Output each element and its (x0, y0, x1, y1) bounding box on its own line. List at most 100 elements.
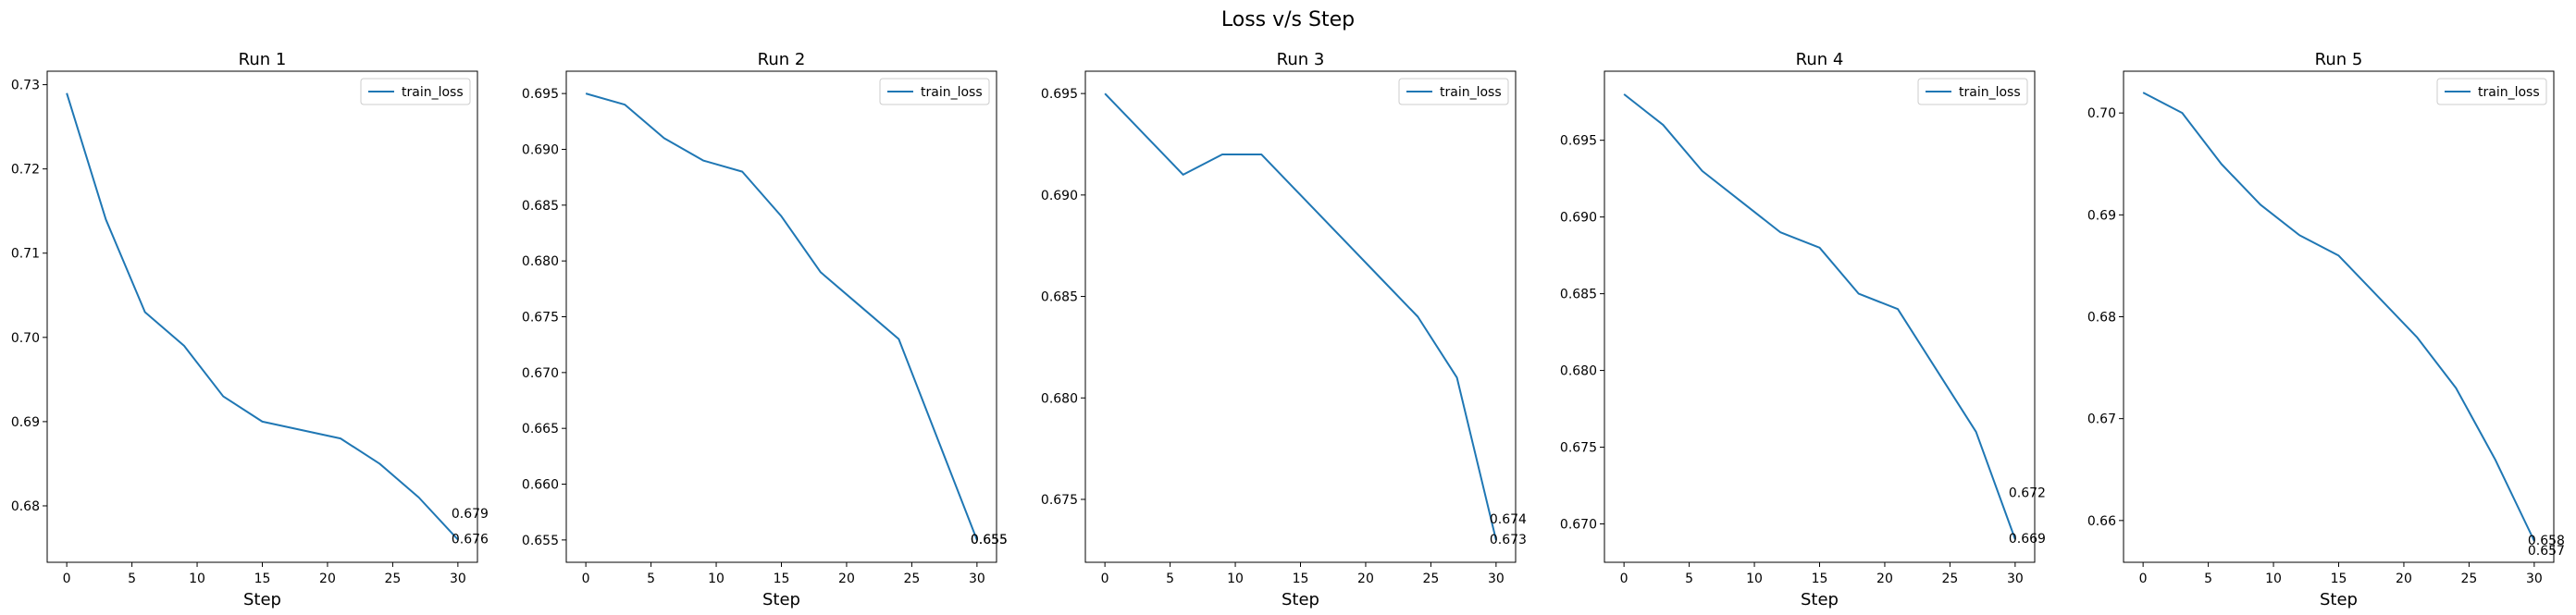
x-tick-label: 30 (2526, 572, 2543, 586)
x-tick-label: 0 (582, 572, 590, 586)
y-tick-label: 0.660 (522, 478, 559, 493)
y-tick-label: 0.66 (2087, 514, 2116, 529)
legend-label: train_loss (921, 85, 983, 100)
y-tick-label: 0.690 (1560, 211, 1597, 226)
data-label: 0.674 (1490, 512, 1527, 527)
x-tick-label: 15 (774, 572, 790, 586)
x-tick-label: 0 (2139, 572, 2148, 586)
y-tick-label: 0.670 (1560, 518, 1597, 533)
x-tick-label: 20 (319, 572, 336, 586)
y-tick-label: 0.655 (522, 534, 559, 548)
subplot-title: Run 2 (758, 50, 806, 69)
y-tick-label: 0.695 (522, 87, 559, 102)
subplot-run-2: Run 2 0 5 10 15 20 25 30 0.655 0.660 0.665 0.670 0.6… (522, 50, 1008, 609)
x-tick-label: 20 (2396, 572, 2412, 586)
x-tick-label: 20 (1357, 572, 1374, 586)
subplot-run-1: Run 1 0 5 10 15 20 25 30 0.68 0.69 0.70 0.71 0.72 0.7… (11, 50, 489, 609)
legend-box (1398, 78, 1509, 105)
x-axis-label: Step (243, 590, 281, 609)
y-tick-label: 0.685 (1041, 290, 1078, 305)
x-tick-label: 10 (189, 572, 205, 586)
y-tick-label: 0.73 (11, 79, 40, 93)
y-tick-label: 0.70 (11, 331, 40, 346)
y-tick-label: 0.69 (2087, 208, 2116, 223)
x-axis-label: Step (1801, 590, 1839, 609)
x-tick-label: 10 (2265, 572, 2282, 586)
y-tick-label: 0.670 (522, 366, 559, 381)
x-tick-label: 5 (647, 572, 655, 586)
x-axis-label: Step (2320, 590, 2358, 609)
x-tick-label: 0 (1101, 572, 1109, 586)
x-axis-label: Step (762, 590, 800, 609)
x-tick-label: 25 (1941, 572, 1958, 586)
axes-frame (1084, 70, 1517, 563)
x-tick-label: 10 (1746, 572, 1763, 586)
figure-title: Loss v/s Step (1221, 8, 1355, 31)
y-tick-label: 0.70 (2087, 106, 2116, 121)
x-tick-label: 20 (1876, 572, 1893, 586)
legend-box (879, 78, 990, 105)
y-tick-label: 0.675 (1560, 441, 1597, 456)
subplot-run-5: Run 5 0 5 10 15 20 25 30 0.66 0.67 0.68 0.69 0.70 Ste… (2087, 50, 2565, 609)
y-tick-label: 0.72 (11, 163, 40, 178)
legend: train_loss (1917, 78, 2028, 105)
y-tick-label: 0.695 (1560, 134, 1597, 149)
axes-frame (2123, 70, 2555, 563)
y-tick-label: 0.680 (1041, 391, 1078, 406)
x-tick-label: 10 (1227, 572, 1244, 586)
series-line-train-loss (2142, 92, 2535, 542)
legend: train_loss (2436, 78, 2547, 105)
subplot-run-4: Run 4 0 5 10 15 20 25 30 0.670 0.675 0.680 0.685 0.6… (1560, 50, 2046, 609)
x-tick-label: 30 (450, 572, 466, 586)
y-tick-label: 0.71 (11, 247, 40, 262)
data-label: 0.658 (2528, 534, 2565, 548)
x-tick-label: 25 (384, 572, 401, 586)
series-line-train-loss (66, 92, 459, 541)
data-label: 0.672 (2009, 486, 2046, 500)
subplot-title: Run 3 (1277, 50, 1325, 69)
legend: train_loss (879, 78, 990, 105)
y-tick-label: 0.675 (522, 311, 559, 326)
series-line-train-loss (1623, 93, 2016, 540)
x-tick-label: 10 (708, 572, 724, 586)
data-label: 0.669 (2009, 532, 2046, 547)
data-label: 0.676 (452, 532, 489, 547)
y-tick-label: 0.690 (1041, 189, 1078, 203)
y-tick-label: 0.69 (11, 415, 40, 430)
y-tick-label: 0.685 (522, 199, 559, 214)
axes-frame (1604, 70, 2036, 563)
data-label: 0.655 (971, 533, 1008, 547)
axes-frame (565, 70, 997, 563)
axes-frame (46, 70, 478, 563)
x-tick-label: 15 (1812, 572, 1828, 586)
y-tick-label: 0.690 (522, 142, 559, 157)
x-tick-label: 5 (1685, 572, 1693, 586)
x-tick-label: 30 (1488, 572, 1505, 586)
x-tick-label: 15 (1293, 572, 1309, 586)
y-tick-label: 0.68 (2087, 311, 2116, 326)
y-tick-label: 0.695 (1041, 87, 1078, 102)
x-tick-label: 15 (254, 572, 271, 586)
y-tick-label: 0.665 (522, 422, 559, 437)
y-tick-label: 0.680 (1560, 364, 1597, 379)
x-tick-label: 5 (1166, 572, 1174, 586)
subplot-title: Run 5 (2315, 50, 2363, 69)
x-tick-label: 5 (128, 572, 136, 586)
x-tick-label: 30 (2007, 572, 2024, 586)
data-label: 0.657 (2528, 544, 2565, 559)
y-tick-label: 0.675 (1041, 493, 1078, 508)
y-tick-label: 0.680 (522, 254, 559, 269)
series-line-train-loss (585, 92, 978, 541)
data-label: 0.679 (452, 507, 489, 522)
x-tick-label: 0 (1620, 572, 1629, 586)
x-tick-label: 20 (838, 572, 855, 586)
data-label: 0.655 (971, 533, 1008, 547)
subplot-title: Run 4 (1796, 50, 1844, 69)
subplot-title: Run 1 (239, 50, 287, 69)
x-axis-label: Step (1282, 590, 1319, 609)
y-tick-label: 0.685 (1560, 288, 1597, 302)
x-tick-label: 30 (969, 572, 985, 586)
x-tick-label: 5 (2204, 572, 2212, 586)
legend: train_loss (1398, 78, 1509, 105)
